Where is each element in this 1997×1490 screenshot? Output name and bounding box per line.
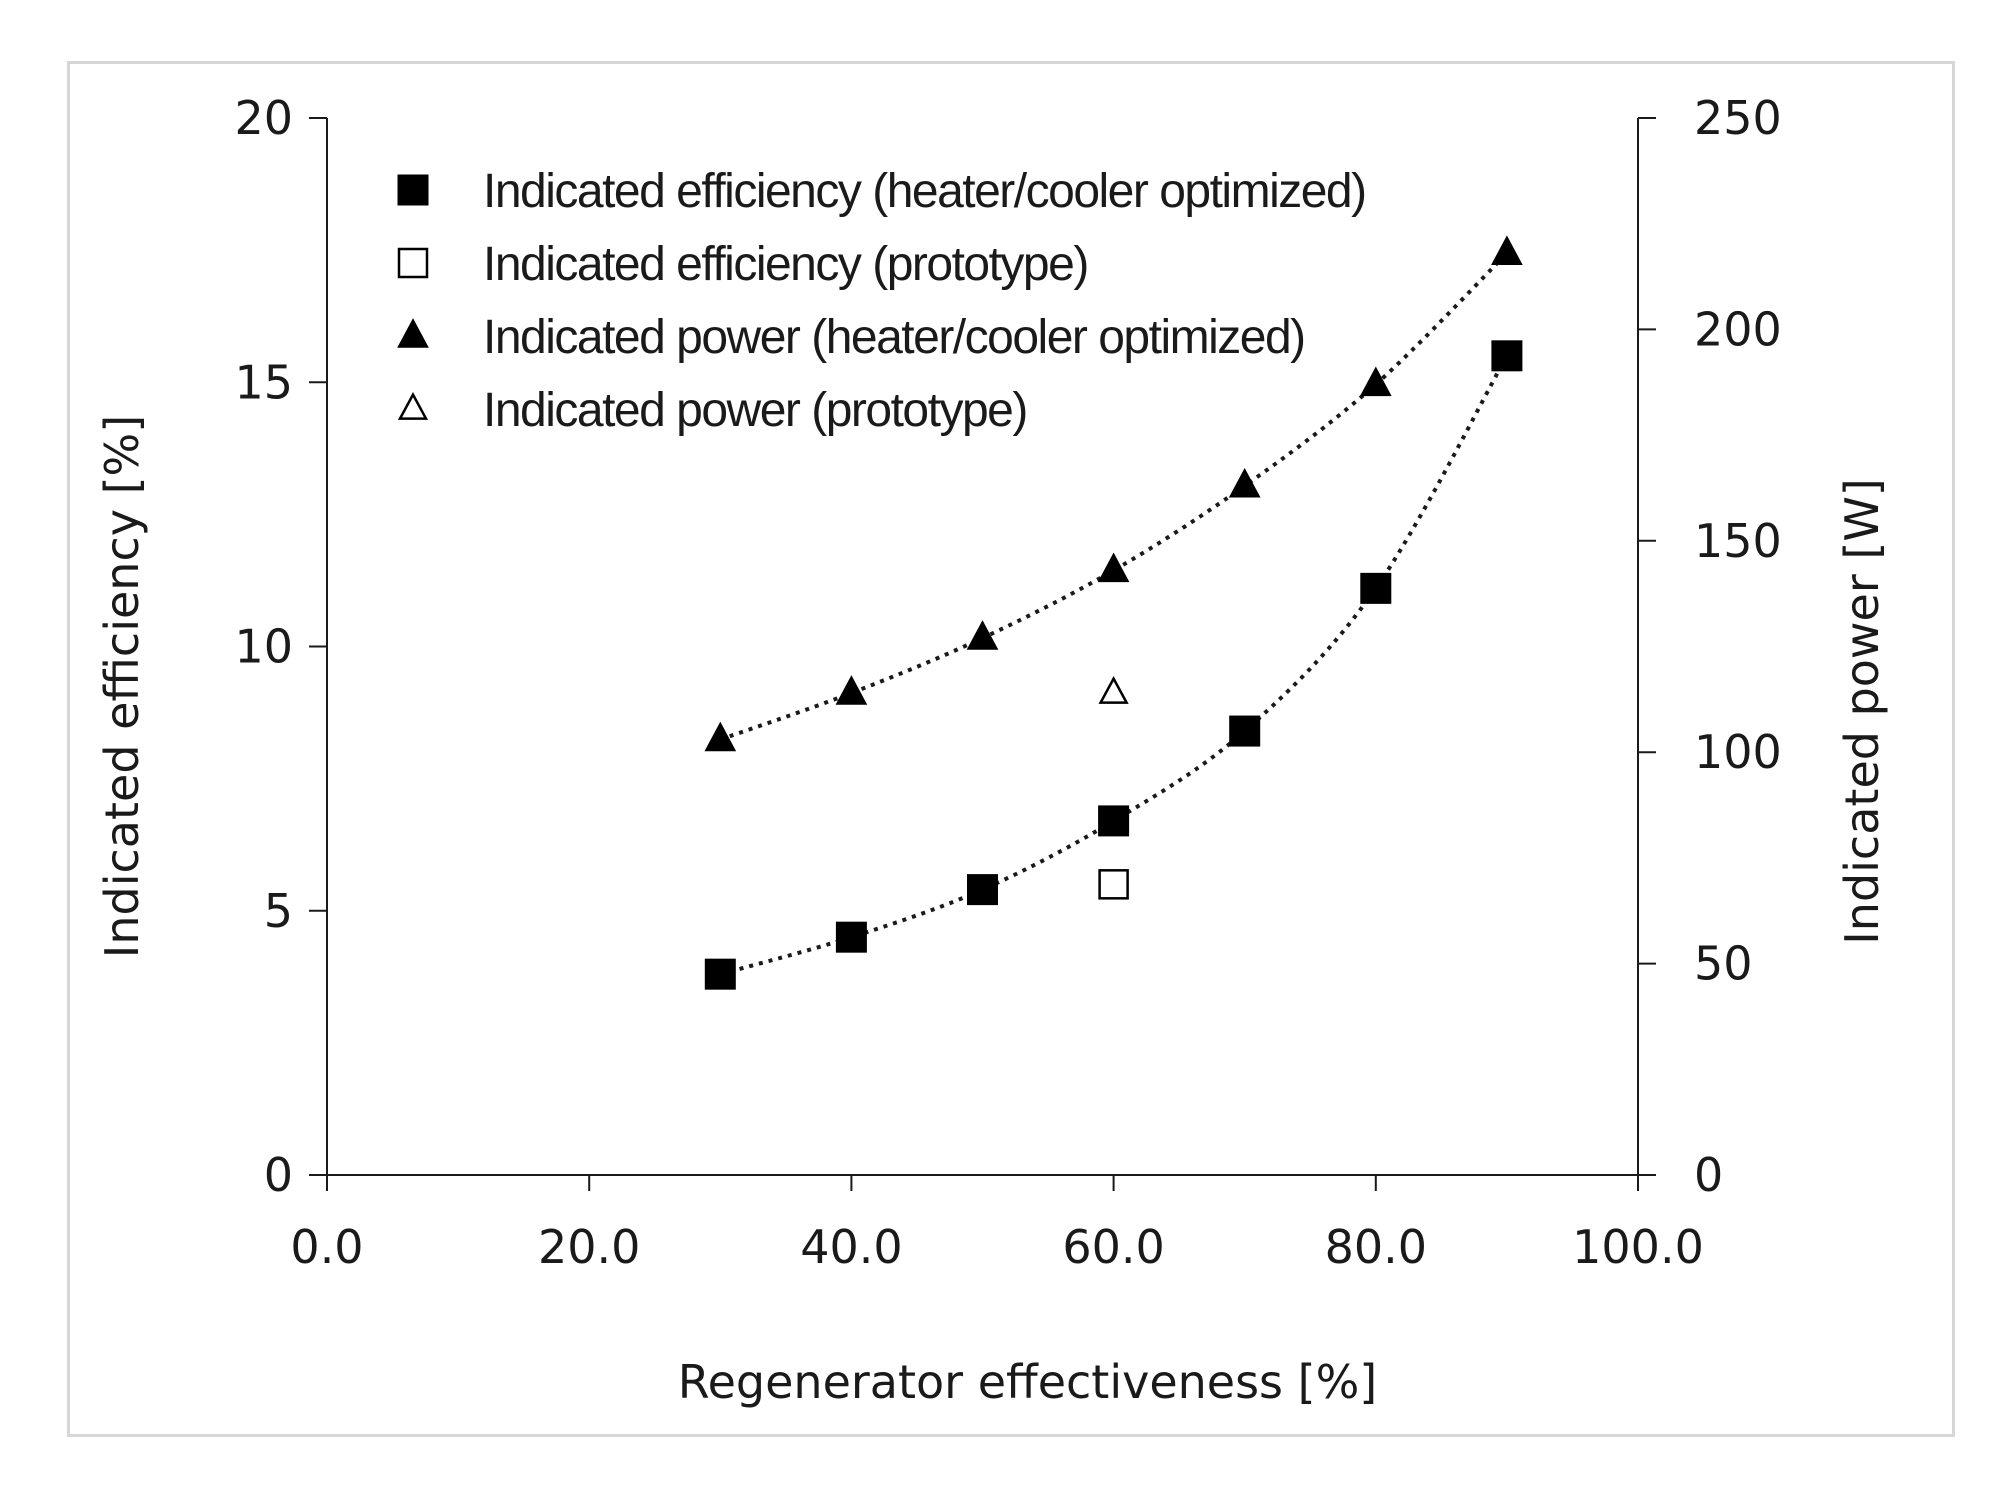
legend: Indicated efficiency (heater/cooler opti… — [397, 165, 1367, 437]
y2-axis-title: Indicated power [W] — [1835, 478, 1889, 945]
y-tick-label: 15 — [234, 355, 293, 409]
y2-tick-label: 0 — [1694, 1148, 1723, 1202]
x-tick-label: 40.0 — [800, 1220, 902, 1274]
data-point-series-2 — [1098, 869, 1129, 900]
axes: 0.0 20.0 40.0 60.0 80.0 100.00510152005010015… — [234, 91, 1781, 1274]
legend-label-3: Indicated power (heater/cooler optimized… — [483, 311, 1305, 364]
legend-marker-3 — [397, 318, 429, 348]
y-tick-label: 0 — [264, 1148, 293, 1202]
data-point-series-1 — [704, 958, 736, 990]
x-tick-label: 60.0 — [1062, 1220, 1164, 1274]
y2-tick-label: 150 — [1694, 514, 1782, 568]
y2-tick-label: 250 — [1694, 91, 1782, 145]
data-point-series-3 — [1491, 235, 1523, 265]
legend-label-2: Indicated efficiency (prototype) — [483, 238, 1088, 291]
y-tick-label: 10 — [234, 620, 293, 674]
y2-tick-label: 100 — [1694, 725, 1782, 779]
data-point-series-1 — [835, 921, 867, 953]
data-point-series-1 — [967, 874, 998, 906]
data-point-series-3 — [835, 675, 868, 705]
legend-marker-2 — [397, 247, 429, 279]
data-point-series-3 — [704, 721, 737, 752]
y-tick-label: 5 — [264, 884, 293, 938]
chart-frame — [67, 61, 1955, 1437]
data-markers — [704, 235, 1523, 990]
legend-label-4: Indicated power (prototype) — [483, 384, 1027, 437]
data-point-series-1 — [1229, 715, 1261, 747]
data-point-series-1 — [1360, 572, 1392, 604]
data-point-series-4 — [1098, 675, 1129, 704]
data-point-series-3 — [966, 620, 999, 650]
x-axis-title: Regenerator effectiveness [%] — [678, 1355, 1378, 1409]
y-tick-label: 20 — [234, 91, 293, 145]
x-tick-label: 100.0 — [1572, 1220, 1704, 1274]
y2-tick-label: 200 — [1694, 302, 1782, 356]
data-point-series-1 — [1098, 805, 1130, 837]
legend-marker-1 — [397, 174, 429, 206]
data-point-series-3 — [1359, 366, 1392, 397]
y2-tick-label: 50 — [1694, 937, 1753, 991]
legend-marker-4 — [397, 391, 429, 420]
data-point-series-3 — [1228, 467, 1261, 498]
data-point-series-3 — [1097, 552, 1130, 583]
x-tick-label: 20.0 — [538, 1220, 640, 1274]
data-point-series-1 — [1491, 340, 1523, 372]
x-tick-label: 0.0 — [290, 1220, 363, 1274]
x-tick-label: 80.0 — [1325, 1220, 1427, 1274]
legend-label-1: Indicated efficiency (heater/cooler opti… — [483, 165, 1366, 218]
y-axis-title: Indicated efficiency [%] — [95, 415, 149, 958]
